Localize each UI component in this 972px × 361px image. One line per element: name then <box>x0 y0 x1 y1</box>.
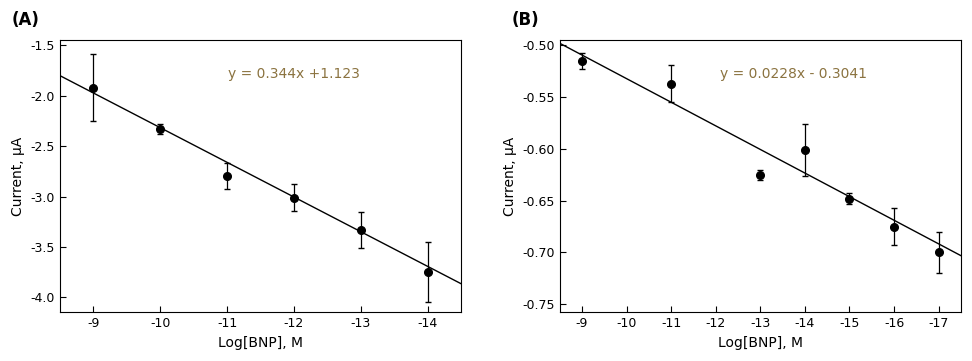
X-axis label: Log[BNP], M: Log[BNP], M <box>218 336 303 350</box>
Y-axis label: Current, μA: Current, μA <box>11 137 25 216</box>
Y-axis label: Current, μA: Current, μA <box>503 137 517 216</box>
Text: y = 0.344x +1.123: y = 0.344x +1.123 <box>228 68 361 82</box>
Text: (A): (A) <box>12 11 40 29</box>
Text: (B): (B) <box>511 11 539 29</box>
X-axis label: Log[BNP], M: Log[BNP], M <box>717 336 803 350</box>
Text: y = 0.0228x - 0.3041: y = 0.0228x - 0.3041 <box>720 68 867 82</box>
